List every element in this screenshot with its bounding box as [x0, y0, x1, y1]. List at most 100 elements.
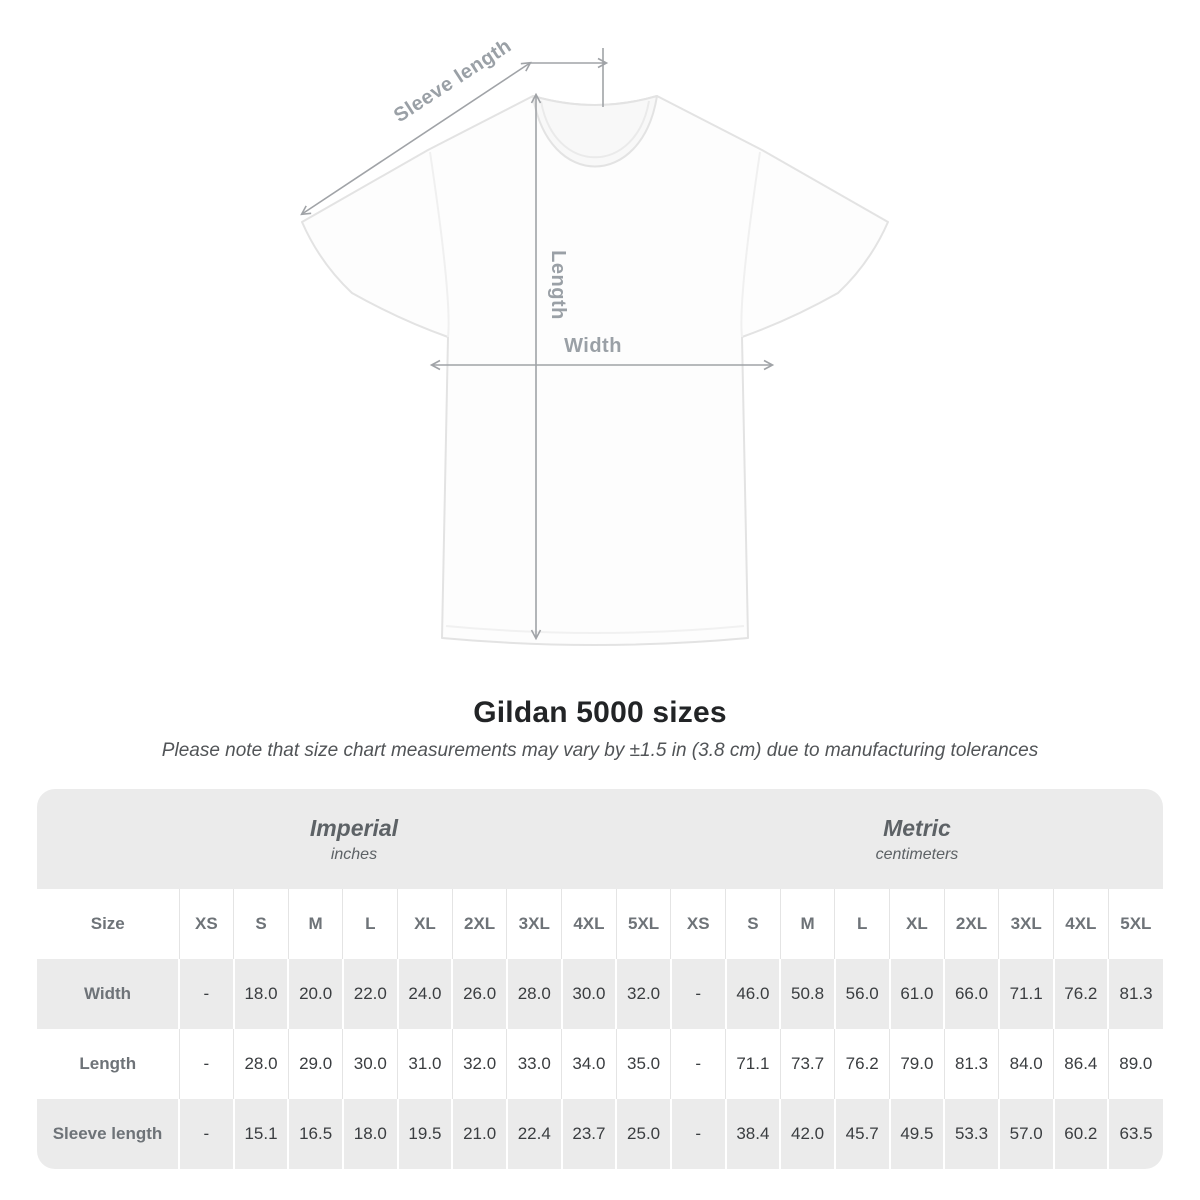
- right-sleeve-seam: [740, 151, 761, 338]
- measurement-value: 73.7: [779, 1029, 835, 1099]
- measurement-lines: [300, 48, 775, 641]
- sizes-header-row: Size XS S M L XL 2XL 3XL 4XL 5XL XS S M L XL 2XL 3XL 4XL…: [37, 889, 1163, 959]
- measurement-value: 66.0: [943, 959, 999, 1029]
- size-col-header: 4XL: [1053, 889, 1109, 959]
- measurement-value: 53.3: [943, 1099, 999, 1169]
- size-col-header: 5XL: [615, 889, 671, 959]
- tshirt-diagram-svg: Sleeve length Length Width: [300, 35, 889, 646]
- size-col-header: S: [725, 889, 781, 959]
- measurement-value: 28.0: [233, 1029, 289, 1099]
- collar-rib-seam: [540, 100, 650, 159]
- measurement-value: 42.0: [779, 1099, 835, 1169]
- sleeve-length-arrow: [300, 61, 532, 216]
- width-label: Width: [564, 335, 622, 357]
- measurement-value: -: [670, 1029, 726, 1099]
- size-col-header: S: [233, 889, 289, 959]
- measurement-value: 32.0: [451, 1029, 507, 1099]
- page-subtitle: Please note that size chart measurements…: [161, 740, 1039, 761]
- tshirt-diagram: Sleeve length Length Width: [300, 35, 889, 646]
- tshirt-graphic: [301, 95, 889, 646]
- metric-label: Metric: [883, 815, 951, 842]
- measurement-value: 71.1: [725, 1029, 781, 1099]
- row-label: Length: [37, 1029, 179, 1099]
- measurement-value: 57.0: [997, 1099, 1054, 1169]
- measurement-value: 81.3: [1107, 959, 1163, 1029]
- measurement-value: 56.0: [833, 959, 890, 1029]
- measurement-value: 21.0: [451, 1099, 507, 1169]
- measurement-value: 34.0: [561, 1029, 617, 1099]
- metric-unit-label: centimeters: [875, 845, 959, 863]
- row-label: Sleeve length: [37, 1099, 179, 1169]
- measurement-value: 81.3: [943, 1029, 999, 1099]
- size-col-header: L: [834, 889, 890, 959]
- size-col-header: 3XL: [998, 889, 1054, 959]
- size-col-header: M: [287, 889, 343, 959]
- size-col-header: 5XL: [1107, 889, 1163, 959]
- measurement-value: 18.0: [232, 959, 289, 1029]
- measurement-value: 20.0: [287, 959, 343, 1029]
- measurement-value: 24.0: [396, 959, 453, 1029]
- measurement-value: 79.0: [889, 1029, 945, 1099]
- measurement-value: 25.0: [615, 1099, 671, 1169]
- measurement-value: -: [178, 1029, 234, 1099]
- measurement-value: 26.0: [451, 959, 507, 1029]
- page-title: Gildan 5000 sizes: [473, 696, 727, 729]
- size-col-header: 2XL: [451, 889, 507, 959]
- measurement-value: -: [178, 1099, 234, 1169]
- measurement-value: -: [669, 959, 726, 1029]
- measurement-value: 38.4: [724, 1099, 781, 1169]
- tshirt-body: [301, 95, 889, 646]
- imperial-unit-label: inches: [330, 845, 378, 863]
- measurement-value: 76.2: [834, 1029, 890, 1099]
- size-col-header: 2XL: [943, 889, 999, 959]
- row-label: Width: [37, 959, 179, 1029]
- size-table: Imperial inches Metric centimeters Size …: [37, 789, 1163, 1169]
- measurement-value: 89.0: [1107, 1029, 1163, 1099]
- measurement-value: 33.0: [506, 1029, 562, 1099]
- size-col-header: 4XL: [561, 889, 617, 959]
- measurement-value: 76.2: [1052, 959, 1109, 1029]
- collar: [532, 95, 658, 168]
- measurement-value: 71.1: [997, 959, 1054, 1029]
- imperial-group-header: Imperial inches: [37, 789, 671, 889]
- measurement-value: 23.7: [560, 1099, 617, 1169]
- measurement-row: Sleeve length -15.1 16.5 18.0 19.5 21.0 22.4 23…: [37, 1099, 1163, 1169]
- table-body: Width -18.0 20.0 22.0 24.0 26.0 28.0 30.0 32.0-4…: [37, 959, 1163, 1169]
- measurement-value: 61.0: [888, 959, 945, 1029]
- measurement-row: Length -28.0 29.0 30.0 31.0 32.0 33.0 34.0 35.0-…: [37, 1029, 1163, 1099]
- measurement-value: 84.0: [998, 1029, 1054, 1099]
- unit-group-header-row: Imperial inches Metric centimeters: [37, 789, 1163, 889]
- measurement-value: 45.7: [833, 1099, 890, 1169]
- size-col-header: XL: [889, 889, 945, 959]
- measurement-value: 28.0: [505, 959, 562, 1029]
- measurement-value: 35.0: [615, 1029, 671, 1099]
- hem-stitch: [445, 625, 745, 634]
- measurement-value: 15.1: [232, 1099, 289, 1169]
- metric-group-header: Metric centimeters: [670, 789, 1163, 889]
- length-label: Length: [547, 250, 569, 320]
- size-col-header: 3XL: [506, 889, 562, 959]
- measurement-value: 16.5: [287, 1099, 343, 1169]
- measurement-row: Width -18.0 20.0 22.0 24.0 26.0 28.0 30.0 32.0-4…: [37, 959, 1163, 1029]
- measurement-value: 30.0: [342, 1029, 398, 1099]
- measurement-value: 18.0: [341, 1099, 398, 1169]
- measurement-value: 32.0: [615, 959, 671, 1029]
- size-col-header: XL: [397, 889, 453, 959]
- measurement-value: 60.2: [1052, 1099, 1109, 1169]
- measurement-value: -: [669, 1099, 726, 1169]
- measurement-value: 49.5: [888, 1099, 945, 1169]
- size-col-header: XS: [670, 889, 726, 959]
- measurement-value: 31.0: [397, 1029, 453, 1099]
- size-col-header: XS: [178, 889, 234, 959]
- measurement-value: 50.8: [779, 959, 835, 1029]
- measurement-value: 46.0: [724, 959, 781, 1029]
- imperial-label: Imperial: [309, 815, 399, 842]
- measurement-value: 19.5: [396, 1099, 453, 1169]
- size-column-header: Size: [37, 889, 179, 959]
- measurement-value: 86.4: [1053, 1029, 1109, 1099]
- measurement-value: 30.0: [560, 959, 617, 1029]
- measurement-value: 63.5: [1107, 1099, 1163, 1169]
- size-col-header: L: [342, 889, 398, 959]
- size-col-header: M: [779, 889, 835, 959]
